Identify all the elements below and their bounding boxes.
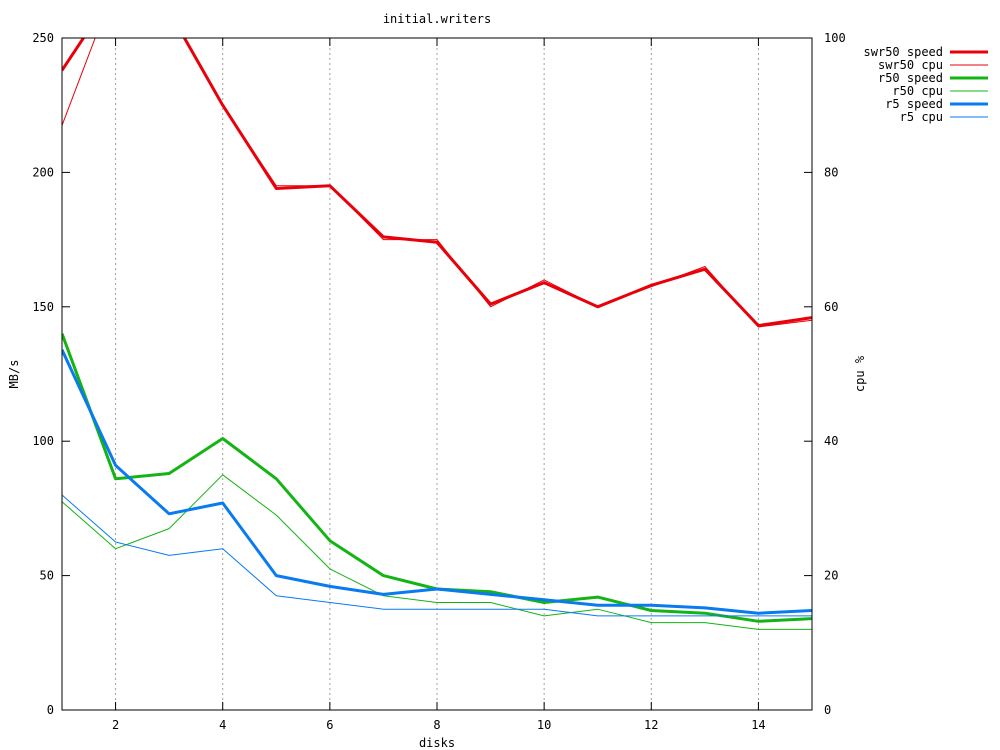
x-tick-label: 4 (219, 718, 226, 732)
legend-label: swr50 cpu (878, 58, 943, 72)
x-tick-label: 12 (644, 718, 658, 732)
legend-label: swr50 speed (864, 45, 943, 59)
y-tick-label: 250 (32, 31, 54, 45)
y2-tick-label: 80 (824, 165, 838, 179)
legend-label: r5 cpu (900, 110, 943, 124)
y2-tick-label: 60 (824, 300, 838, 314)
y2-tick-label: 100 (824, 31, 846, 45)
x-axis-label: disks (419, 736, 455, 750)
chart-title: initial.writers (383, 12, 491, 26)
y2-tick-label: 0 (824, 703, 831, 717)
x-tick-label: 8 (433, 718, 440, 732)
legend-label: r50 speed (878, 71, 943, 85)
x-tick-label: 6 (326, 718, 333, 732)
y2-tick-label: 20 (824, 569, 838, 583)
y-tick-label: 100 (32, 434, 54, 448)
x-tick-label: 2 (112, 718, 119, 732)
series-line-r5-speed (62, 349, 812, 615)
y-tick-label: 200 (32, 165, 54, 179)
y-axis-label: MB/s (7, 360, 21, 389)
legend-label: r5 speed (885, 97, 943, 111)
x-tick-label: 10 (537, 718, 551, 732)
y-tick-label: 50 (40, 569, 54, 583)
y-tick-label: 150 (32, 300, 54, 314)
x-tick-label: 14 (751, 718, 765, 732)
legend-label: r50 cpu (892, 84, 943, 98)
y-tick-label: 0 (47, 703, 54, 717)
series-line-swr50-cpu (62, 38, 812, 328)
y2-tick-label: 40 (824, 434, 838, 448)
series-line-r5-cpu (62, 494, 812, 617)
y2-axis-label: cpu % (853, 355, 867, 392)
